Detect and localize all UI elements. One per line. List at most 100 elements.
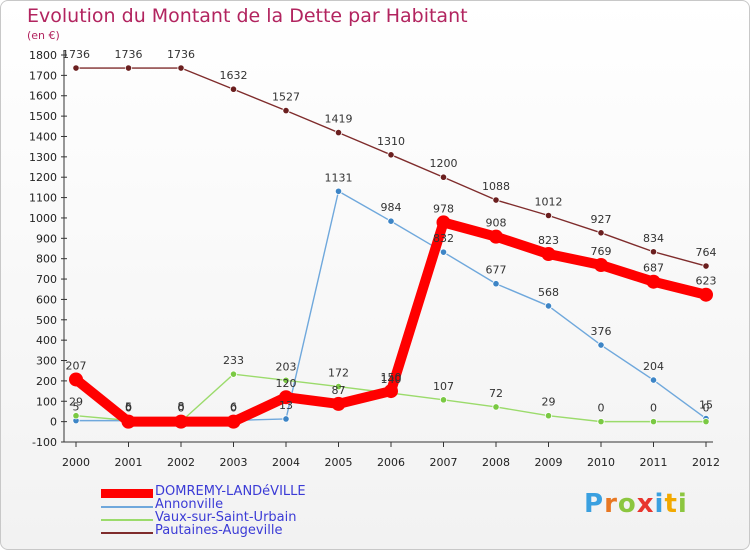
data-point [334, 187, 343, 195]
y-tick-label: 1400 [29, 130, 57, 143]
data-label: 677 [486, 264, 507, 277]
data-label: 8 [178, 400, 185, 413]
data-label: 0 [178, 402, 185, 415]
data-point [282, 415, 290, 423]
logo-letter: x [636, 489, 655, 519]
data-label: 13 [279, 399, 293, 412]
x-tick-label: 2004 [272, 456, 300, 469]
data-point [544, 412, 553, 420]
x-tick-label: 2003 [220, 456, 248, 469]
data-point [649, 418, 658, 426]
data-point [229, 370, 238, 378]
data-label: 0 [703, 402, 710, 415]
data-label: 150 [381, 371, 402, 384]
data-label: 984 [381, 201, 402, 214]
y-tick-label: 1300 [29, 151, 57, 164]
data-label: 120 [276, 377, 297, 390]
y-tick-label: 600 [36, 293, 57, 306]
data-label: 87 [332, 384, 346, 397]
data-label: 1419 [325, 113, 353, 126]
logo-letter: i [654, 489, 665, 519]
legend-swatch [101, 489, 153, 498]
data-label: 5 [73, 401, 80, 414]
y-tick-label: 700 [36, 273, 57, 286]
data-label: 769 [591, 245, 612, 258]
x-tick-label: 2012 [692, 456, 720, 469]
legend-swatch [101, 506, 153, 508]
x-tick-label: 2010 [587, 456, 615, 469]
data-point [544, 302, 553, 310]
legend-label: Pautaines-Augeville [155, 523, 283, 538]
data-label: 0 [125, 402, 132, 415]
data-point [541, 246, 556, 261]
data-point [229, 85, 238, 93]
y-tick-label: 500 [36, 314, 57, 327]
logo-letter: i [677, 489, 688, 519]
data-label: 207 [66, 359, 87, 372]
x-tick-label: 2011 [640, 456, 668, 469]
data-label: 568 [538, 286, 559, 299]
data-point [649, 376, 658, 384]
data-point [436, 215, 451, 230]
data-point [544, 211, 553, 220]
data-point [69, 372, 83, 387]
data-point [702, 262, 710, 270]
legend-label: DOMREMY-LANDéVILLE [155, 484, 306, 499]
data-label: 29 [69, 396, 83, 409]
logo-letter: P [584, 489, 605, 519]
series-line-3 [75, 67, 707, 267]
data-point [492, 196, 500, 204]
data-point [439, 396, 448, 404]
data-label: 1736 [115, 48, 143, 61]
y-tick-label: 1200 [29, 171, 57, 184]
data-label: 15 [699, 399, 713, 412]
data-label: 927 [591, 213, 612, 226]
y-tick-label: 900 [36, 232, 57, 245]
logo-letter: r [604, 489, 618, 519]
data-label: 72 [489, 387, 503, 400]
data-label: 172 [328, 367, 349, 380]
data-label: 764 [696, 246, 717, 259]
data-label: 1632 [220, 69, 248, 82]
x-tick-label: 2001 [115, 456, 143, 469]
legend-swatch [101, 519, 153, 521]
data-label: 823 [538, 234, 559, 247]
data-label: 1200 [430, 157, 458, 170]
data-point [597, 341, 605, 349]
y-tick-label: 1600 [29, 90, 57, 103]
data-label: 140 [381, 373, 402, 386]
data-label: 1088 [482, 180, 510, 193]
data-point [177, 64, 185, 72]
data-label: 376 [591, 325, 612, 338]
data-point [121, 414, 136, 429]
data-label: 29 [542, 396, 556, 409]
legend-label: Annonville [155, 497, 224, 512]
y-tick-label: 1100 [29, 192, 57, 205]
x-tick-label: 2002 [167, 456, 195, 469]
data-label: 978 [433, 202, 454, 215]
data-point [387, 151, 395, 159]
data-point [492, 280, 500, 288]
y-tick-label: -100 [32, 436, 57, 449]
data-label: 6 [230, 400, 237, 413]
x-tick-label: 2005 [325, 456, 353, 469]
data-label: 1310 [377, 135, 405, 148]
data-label: 203 [276, 360, 297, 373]
data-label: 6 [125, 400, 132, 413]
legend-swatch [101, 532, 153, 534]
data-label: 204 [643, 360, 664, 373]
y-tick-label: 1700 [29, 69, 57, 82]
data-point [597, 418, 605, 426]
x-tick-label: 2007 [430, 456, 458, 469]
data-point [702, 418, 710, 426]
data-label: 908 [486, 217, 507, 230]
data-label: 0 [650, 402, 657, 415]
data-label: 834 [643, 232, 664, 245]
y-tick-label: 1000 [29, 212, 57, 225]
x-tick-label: 2006 [377, 456, 405, 469]
data-label: 1012 [535, 196, 563, 209]
data-point [334, 382, 343, 391]
data-point [594, 257, 608, 272]
